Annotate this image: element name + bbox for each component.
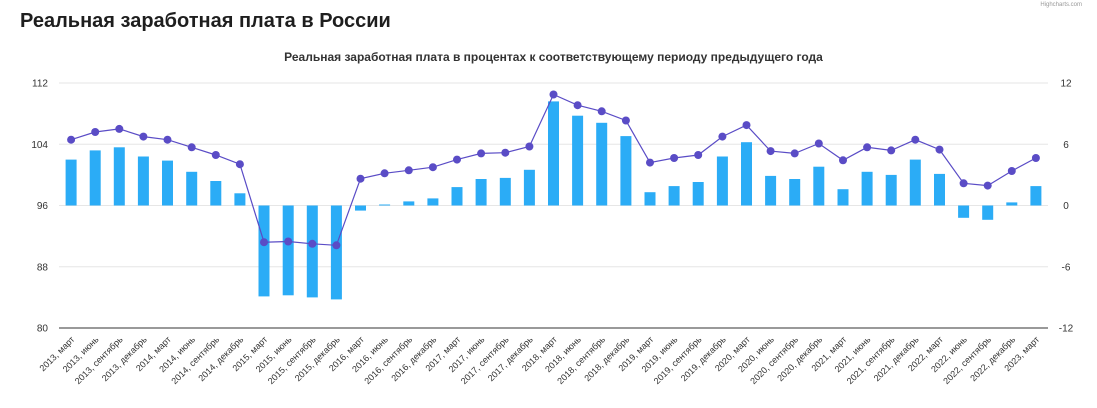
bar[interactable] bbox=[451, 187, 463, 206]
bar[interactable] bbox=[813, 166, 825, 206]
line-point[interactable] bbox=[670, 154, 679, 162]
page-title: Реальная заработная плата в России bbox=[20, 10, 391, 32]
bar[interactable] bbox=[186, 171, 198, 206]
bar[interactable] bbox=[234, 193, 246, 206]
bar[interactable] bbox=[306, 205, 318, 298]
y-right-tick-label: 6 bbox=[1063, 140, 1069, 151]
line-point[interactable] bbox=[742, 121, 751, 130]
bar[interactable] bbox=[668, 186, 680, 206]
bar[interactable] bbox=[861, 171, 873, 206]
y-right-tick-label: -12 bbox=[1059, 324, 1074, 335]
line-point[interactable] bbox=[621, 116, 630, 125]
bar[interactable] bbox=[523, 169, 535, 206]
bar[interactable] bbox=[958, 205, 970, 218]
bar[interactable] bbox=[885, 174, 897, 206]
line-point[interactable] bbox=[1031, 154, 1040, 162]
bar[interactable] bbox=[258, 205, 270, 297]
y-left-tick-label: 80 bbox=[37, 324, 49, 335]
line-point[interactable] bbox=[91, 128, 100, 136]
bar[interactable] bbox=[596, 122, 608, 206]
bar[interactable] bbox=[427, 198, 439, 206]
line-point[interactable] bbox=[790, 149, 799, 158]
line-point[interactable] bbox=[959, 179, 968, 188]
bar[interactable] bbox=[137, 156, 149, 206]
line-point[interactable] bbox=[983, 181, 992, 190]
line-point[interactable] bbox=[404, 166, 413, 175]
line-point[interactable] bbox=[477, 149, 486, 158]
line-point[interactable] bbox=[549, 90, 558, 99]
line-point[interactable] bbox=[187, 143, 196, 152]
line-point[interactable] bbox=[284, 237, 293, 246]
line-point[interactable] bbox=[356, 174, 365, 183]
bar-series bbox=[65, 101, 1042, 300]
line-point[interactable] bbox=[887, 146, 896, 155]
line-point[interactable] bbox=[235, 160, 244, 169]
bar[interactable] bbox=[572, 115, 584, 206]
line-point[interactable] bbox=[1007, 167, 1016, 175]
y-left-tick-label: 104 bbox=[31, 140, 48, 151]
bar[interactable] bbox=[837, 189, 849, 206]
line-point[interactable] bbox=[211, 151, 220, 159]
y-right-tick-label: 12 bbox=[1060, 79, 1072, 90]
bar[interactable] bbox=[89, 150, 101, 206]
bar[interactable] bbox=[644, 192, 656, 206]
y-right-tick-label: 0 bbox=[1063, 201, 1069, 212]
line-point[interactable] bbox=[332, 241, 341, 250]
line-point[interactable] bbox=[308, 239, 317, 248]
bar[interactable] bbox=[379, 204, 391, 206]
y-right-tick-label: -6 bbox=[1062, 262, 1071, 273]
bar[interactable] bbox=[403, 201, 415, 206]
y-left-tick-label: 96 bbox=[37, 201, 49, 212]
chart-title: Реальная заработная плата в процентах к … bbox=[284, 50, 823, 64]
bar[interactable] bbox=[113, 147, 125, 206]
line-point[interactable] bbox=[501, 148, 510, 157]
y-left-tick-label: 88 bbox=[37, 262, 49, 273]
bar[interactable] bbox=[934, 173, 945, 206]
bar[interactable] bbox=[765, 175, 777, 206]
bar[interactable] bbox=[162, 160, 173, 206]
credits-link[interactable]: Highcharts.com bbox=[1040, 2, 1082, 8]
line-point[interactable] bbox=[597, 107, 606, 116]
bar[interactable] bbox=[282, 205, 294, 296]
bar[interactable] bbox=[1006, 202, 1018, 206]
line-point[interactable] bbox=[718, 132, 727, 141]
bar[interactable] bbox=[982, 205, 994, 220]
line-point[interactable] bbox=[814, 139, 823, 148]
line-point[interactable] bbox=[115, 124, 124, 133]
bar[interactable] bbox=[475, 179, 487, 206]
line-point[interactable] bbox=[935, 145, 944, 154]
bar[interactable] bbox=[909, 159, 921, 206]
line-point[interactable] bbox=[766, 147, 775, 156]
line-point[interactable] bbox=[67, 135, 76, 144]
bar[interactable] bbox=[499, 177, 511, 206]
line-point[interactable] bbox=[380, 169, 389, 178]
bar[interactable] bbox=[692, 182, 704, 206]
bar[interactable] bbox=[210, 181, 222, 206]
bar[interactable] bbox=[355, 205, 366, 211]
bar[interactable] bbox=[1030, 186, 1042, 206]
line-point[interactable] bbox=[694, 151, 703, 159]
bar[interactable] bbox=[716, 156, 728, 206]
line-point[interactable] bbox=[911, 135, 920, 144]
line-point[interactable] bbox=[839, 156, 847, 165]
line-point[interactable] bbox=[453, 155, 461, 164]
line-point[interactable] bbox=[428, 163, 437, 172]
line-point[interactable] bbox=[525, 142, 534, 151]
line-point[interactable] bbox=[139, 132, 148, 141]
line-point[interactable] bbox=[163, 135, 172, 144]
line-point[interactable] bbox=[646, 158, 654, 167]
bar[interactable] bbox=[65, 159, 77, 206]
bar[interactable] bbox=[548, 101, 559, 206]
bar[interactable] bbox=[330, 205, 342, 300]
bar[interactable] bbox=[741, 142, 752, 206]
y-left-tick-label: 112 bbox=[32, 79, 48, 90]
bar[interactable] bbox=[789, 179, 801, 206]
line-point[interactable] bbox=[573, 101, 582, 110]
line-series bbox=[67, 90, 1040, 250]
bar[interactable] bbox=[620, 136, 632, 206]
line-point[interactable] bbox=[260, 238, 268, 247]
line-point[interactable] bbox=[863, 143, 872, 152]
